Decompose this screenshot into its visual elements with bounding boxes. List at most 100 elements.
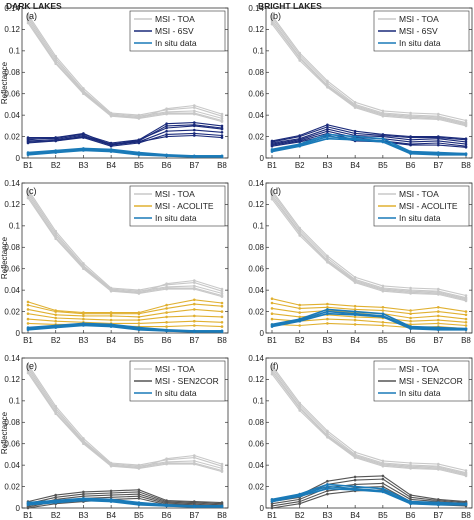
- series-point-toa: [326, 81, 329, 85]
- y-tick-label: 0.08: [4, 418, 20, 427]
- series-point-toa: [193, 454, 196, 457]
- series-point-sixsv: [26, 141, 30, 145]
- series-point-toa: [326, 429, 329, 433]
- series-point-sen2cor: [137, 492, 141, 496]
- series-point-toa: [270, 372, 274, 376]
- series-point-insitu: [409, 150, 412, 153]
- y-tick-label: 0: [260, 329, 265, 338]
- series-point-insitu: [193, 330, 196, 334]
- series-line-toa: [271, 192, 467, 299]
- x-tick-label: B7: [189, 511, 199, 520]
- series-point-toa: [270, 193, 274, 197]
- y-tick-label: 0.12: [248, 375, 264, 384]
- series-point-insitu: [26, 328, 30, 332]
- series-point-sixsv: [464, 142, 468, 146]
- series-point-acolite: [193, 324, 196, 327]
- series-line-insitu: [271, 483, 467, 505]
- series-point-insitu: [326, 312, 329, 316]
- series-line-insitu: [27, 322, 222, 332]
- panel-label: (f): [270, 361, 279, 371]
- panel-b: 0 0.02 0.04 0.06 0.08 0.1 0.12 0.14 B1 B2 B3 B4 B5 B6…: [248, 4, 473, 170]
- x-tick-label: B6: [162, 336, 172, 345]
- series-point-toa: [326, 261, 329, 264]
- series-line-toa: [27, 364, 223, 467]
- y-tick-label: 0.06: [248, 90, 264, 99]
- series-point-insitu: [165, 504, 168, 508]
- legend-entry: MSI - SEN2COR: [155, 376, 219, 386]
- series-point-acolite: [353, 308, 357, 311]
- series-point-sixsv: [109, 142, 113, 146]
- x-tick-label: B8: [461, 161, 471, 170]
- series-point-sixsv: [165, 129, 168, 133]
- x-tick-label: B3: [323, 511, 333, 520]
- series-line-toa: [27, 22, 223, 123]
- y-tick-label: 0: [16, 329, 21, 338]
- series-point-toa: [82, 92, 85, 95]
- series-point-insitu: [409, 502, 412, 506]
- plot-frame: [21, 182, 229, 334]
- series-point-toa: [220, 462, 224, 466]
- legend-entry: MSI - 6SV: [399, 26, 438, 36]
- series-point-insitu: [82, 149, 85, 152]
- series-point-acolite: [137, 318, 141, 322]
- y-tick-label: 0.1: [9, 47, 21, 56]
- series-point-sen2cor: [326, 489, 329, 493]
- series-point-insitu: [381, 315, 385, 319]
- series-line-toa: [27, 189, 223, 292]
- y-tick-label: 0.12: [248, 200, 264, 209]
- series-point-sen2cor: [353, 475, 357, 479]
- series-point-toa: [381, 284, 385, 288]
- panel-f: 0 0.02 0.04 0.06 0.08 0.1 0.12 0.14 B1 B2 B3 B4 B5 B6…: [248, 354, 473, 520]
- y-tick-label: 0.02: [248, 307, 264, 316]
- y-tick-label: 0.08: [248, 418, 264, 427]
- series-point-sen2cor: [353, 483, 357, 486]
- series-line-acolite: [27, 299, 223, 314]
- x-tick-label: B8: [461, 336, 471, 345]
- series-point-acolite: [270, 297, 274, 301]
- x-tick-label: B7: [433, 511, 443, 520]
- series-point-insitu: [193, 505, 196, 509]
- y-tick-label: 0.02: [248, 482, 264, 491]
- series-point-toa: [437, 287, 440, 291]
- legend-entry: MSI - SEN2COR: [399, 376, 463, 386]
- series-point-sixsv: [165, 126, 168, 130]
- series-point-toa: [381, 464, 385, 468]
- legend-entry: MSI - ACOLITE: [399, 201, 458, 211]
- series-line-insitu: [271, 310, 466, 330]
- series-point-insitu: [298, 144, 302, 148]
- series-point-sen2cor: [326, 479, 329, 483]
- series-line-toa: [271, 365, 467, 472]
- series-point-toa: [220, 120, 224, 123]
- series-point-insitu: [82, 497, 85, 500]
- series-line-toa: [271, 21, 467, 126]
- series-point-acolite: [82, 312, 85, 316]
- series-point-acolite: [464, 324, 468, 327]
- series-point-acolite: [464, 310, 468, 313]
- series-point-acolite: [409, 312, 412, 316]
- series-point-sen2cor: [353, 478, 357, 482]
- series-point-toa: [109, 464, 113, 468]
- y-tick-label: 0.1: [9, 397, 21, 406]
- series-point-insitu: [270, 148, 274, 151]
- series-point-acolite: [165, 321, 168, 324]
- x-tick-label: B1: [23, 511, 33, 520]
- series-point-sen2cor: [270, 502, 274, 506]
- legend-entry: MSI - TOA: [399, 14, 439, 24]
- legend-entry: MSI - ACOLITE: [155, 201, 214, 211]
- x-tick-label: B8: [461, 511, 471, 520]
- series-point-sen2cor: [137, 488, 141, 492]
- series-point-sixsv: [193, 132, 196, 135]
- series-point-acolite: [270, 312, 274, 316]
- series-point-toa: [26, 188, 30, 191]
- y-tick-label: 0.06: [248, 265, 264, 274]
- column-title-dark-lakes: DARK LAKES: [6, 1, 62, 11]
- x-tick-label: B1: [23, 336, 33, 345]
- panel-label: (c): [26, 186, 37, 196]
- x-tick-label: B6: [162, 161, 172, 170]
- series-point-insitu: [409, 325, 412, 328]
- series-point-toa: [353, 106, 357, 109]
- series-point-toa: [326, 86, 329, 89]
- series-point-toa: [353, 276, 357, 279]
- series-point-sen2cor: [326, 492, 329, 496]
- legend-entry: In situ data: [399, 38, 441, 48]
